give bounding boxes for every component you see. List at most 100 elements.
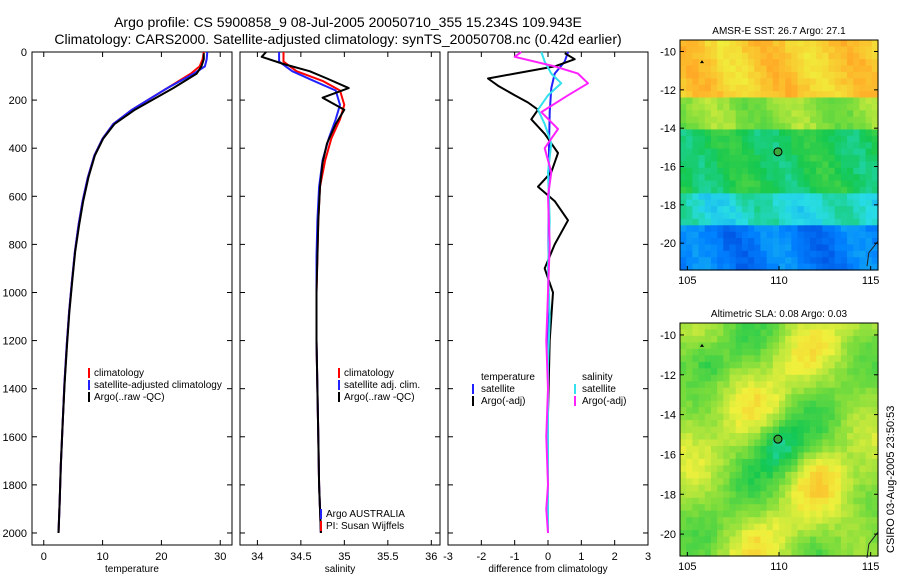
heatmap-cell	[834, 530, 842, 538]
heatmap-cell	[779, 504, 786, 512]
heatmap-cell	[816, 155, 823, 162]
heatmap-cell	[871, 174, 879, 182]
heatmap-cell	[741, 504, 749, 512]
heatmap-cell	[809, 484, 817, 492]
y-tick-label: -12	[660, 370, 676, 382]
heatmap-cell	[779, 530, 786, 538]
heatmap-cell	[717, 510, 724, 518]
heatmap-cell	[686, 458, 693, 466]
heatmap-cell	[766, 471, 774, 479]
heatmap-cell	[785, 199, 792, 207]
heatmap-cell	[735, 161, 743, 169]
heatmap-cell	[704, 97, 712, 105]
heatmap-cell	[717, 458, 724, 466]
heatmap-cell	[686, 97, 693, 105]
heatmap-cell	[741, 523, 749, 531]
heatmap-cell	[760, 407, 768, 415]
heatmap-cell	[686, 400, 693, 408]
heatmap-cell	[772, 426, 780, 434]
heatmap-cell	[834, 129, 842, 137]
heatmap-cell	[741, 135, 749, 143]
heatmap-cell	[754, 52, 762, 60]
heatmap-cell	[717, 342, 724, 350]
heatmap-cell	[748, 97, 755, 105]
heatmap-cell	[803, 504, 811, 512]
heatmap-cell	[847, 484, 854, 492]
heatmap-cell	[797, 199, 805, 207]
heatmap-cell	[791, 329, 799, 337]
heatmap-cell	[840, 374, 848, 382]
heatmap-cell	[865, 116, 873, 124]
heatmap-cell	[748, 420, 755, 428]
heatmap-cell	[729, 110, 737, 118]
heatmap-cell	[809, 257, 817, 265]
heatmap-cell	[735, 504, 743, 512]
heatmap-cell	[816, 510, 823, 518]
annotation-text: Argo AUSTRALIA	[326, 509, 405, 520]
heatmap-cell	[698, 348, 706, 356]
heatmap-cell	[717, 206, 724, 214]
heatmap-cell	[766, 445, 774, 454]
heatmap-cell	[772, 186, 780, 194]
heatmap-cell	[735, 420, 743, 428]
heatmap-cell	[704, 231, 712, 239]
heatmap-cell	[698, 543, 706, 551]
heatmap-cell	[717, 471, 724, 479]
x-tick-label: 30	[214, 551, 226, 563]
heatmap-cell	[741, 167, 749, 175]
heatmap-cell	[754, 452, 762, 460]
heatmap-cell	[847, 400, 854, 408]
heatmap-cell	[704, 458, 712, 466]
heatmap-cell	[741, 439, 749, 447]
heatmap-cell	[710, 103, 718, 111]
heatmap-cell	[723, 536, 731, 544]
heatmap-cell	[704, 46, 712, 54]
heatmap-cell	[785, 263, 792, 271]
heatmap-cell	[803, 244, 811, 252]
heatmap-cell	[809, 231, 817, 239]
heatmap-cell	[853, 91, 861, 99]
heatmap-cell	[785, 135, 792, 143]
heatmap-cell	[680, 46, 687, 54]
heatmap-cell	[760, 212, 768, 220]
heatmap-cell	[834, 497, 842, 505]
heatmap-cell	[704, 186, 712, 194]
heatmap-cell	[859, 135, 867, 143]
heatmap-cell	[692, 426, 700, 434]
heatmap-cell	[871, 238, 879, 246]
heatmap-cell	[729, 374, 737, 382]
heatmap-cell	[816, 323, 823, 331]
heatmap-cell	[717, 543, 724, 551]
heatmap-cell	[840, 135, 848, 143]
heatmap-cell	[828, 387, 836, 395]
heatmap-cell	[692, 335, 700, 344]
heatmap-cell	[834, 46, 842, 54]
heatmap-cell	[754, 497, 762, 505]
heatmap-cell	[871, 40, 879, 47]
heatmap-cell	[871, 549, 879, 557]
heatmap-cell	[809, 471, 817, 479]
heatmap-cell	[847, 445, 854, 454]
heatmap-cell	[865, 129, 873, 137]
heatmap-cell	[809, 394, 817, 402]
heatmap-cell	[840, 225, 848, 233]
heatmap-cell	[754, 504, 762, 512]
heatmap-cell	[803, 40, 811, 47]
heatmap-cell	[834, 484, 842, 492]
heatmap-cell	[754, 549, 762, 557]
heatmap-cell	[871, 329, 879, 337]
heatmap-cell	[859, 65, 867, 73]
heatmap-cell	[822, 368, 830, 376]
heatmap-cell	[840, 407, 848, 415]
heatmap-cell	[797, 167, 805, 175]
heatmap-cell	[729, 484, 737, 492]
heatmap-cell	[692, 206, 700, 214]
heatmap-cell	[741, 368, 749, 376]
heatmap-cell	[772, 348, 780, 356]
heatmap-cell	[686, 445, 693, 454]
heatmap-cell	[717, 78, 724, 86]
heatmap-cell	[803, 400, 811, 408]
heatmap-cell	[822, 257, 830, 265]
heatmap-cell	[717, 116, 724, 124]
heatmap-cell	[698, 426, 706, 434]
